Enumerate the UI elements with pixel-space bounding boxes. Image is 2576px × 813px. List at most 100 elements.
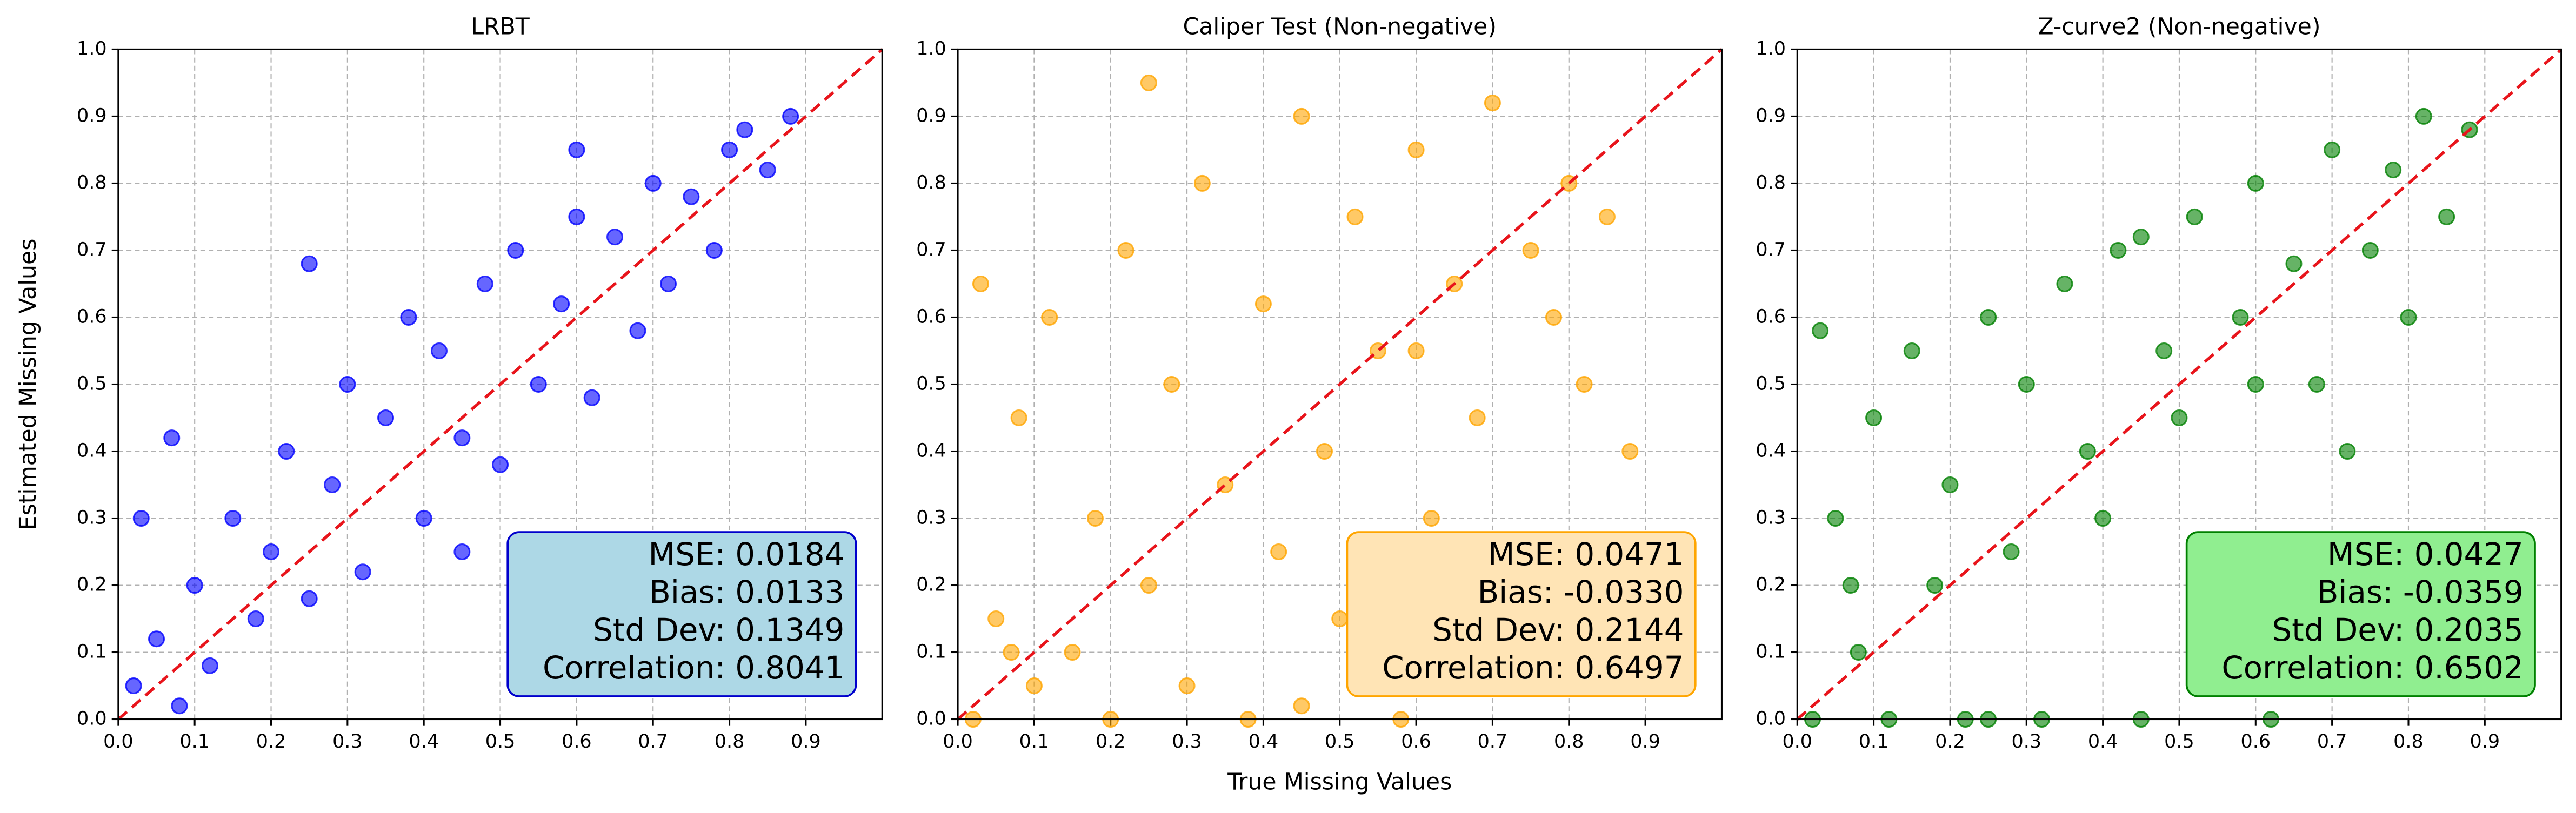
x-tick-label: 0.2: [1935, 731, 1965, 752]
point: [736, 121, 753, 138]
point: [301, 255, 318, 272]
point: [2110, 241, 2127, 259]
y-tick-label: 1.0: [1756, 38, 1786, 59]
reference-line: [117, 48, 884, 721]
point: [2247, 174, 2264, 192]
point: [1163, 375, 1180, 393]
point: [1117, 241, 1134, 259]
point: [759, 162, 776, 179]
x-tick-label: 0.0: [1782, 731, 1812, 752]
point: [1980, 308, 1997, 326]
y-tick-label: 0.7: [1756, 239, 1786, 260]
y-tick-label: 0.5: [1756, 373, 1786, 394]
point: [553, 295, 570, 313]
point: [1064, 644, 1081, 661]
stats-text: Std Dev: 0.2144: [1432, 612, 1684, 648]
point: [1576, 375, 1593, 393]
point: [132, 509, 150, 527]
x-tick-label: 0.9: [2470, 731, 2500, 752]
point: [476, 275, 493, 292]
point: [125, 677, 142, 695]
y-tick-label: 0.6: [916, 306, 946, 327]
point: [2285, 255, 2303, 272]
point: [400, 308, 417, 326]
y-tick-label: 0.3: [77, 507, 107, 528]
x-tick-label: 0.6: [1401, 731, 1431, 752]
y-tick-label: 1.0: [916, 38, 946, 59]
plot-frame: [1796, 48, 2562, 721]
point: [263, 543, 280, 561]
point: [1850, 644, 1867, 661]
point: [1423, 509, 1440, 527]
point: [2003, 543, 2020, 561]
point: [1903, 342, 1920, 359]
x-tick-label: 0.8: [2393, 731, 2424, 752]
point: [492, 456, 509, 473]
point: [2308, 375, 2325, 393]
point: [1331, 610, 1349, 628]
x-tick-label: 0.9: [1630, 731, 1660, 752]
point: [1865, 409, 1883, 426]
point: [453, 429, 471, 447]
x-tick-label: 0.5: [1325, 731, 1355, 752]
y-tick-label: 0.5: [916, 373, 946, 394]
x-tick-label: 0.3: [2011, 731, 2041, 752]
stats-box: [2185, 531, 2536, 697]
panel-title: Z-curve2 (Non-negative): [2038, 14, 2320, 40]
y-tick-label: 0.4: [916, 440, 946, 461]
point: [1812, 322, 1829, 339]
y-tick-label: 0.6: [77, 306, 107, 327]
point: [1827, 509, 1844, 527]
x-tick-label: 0.5: [2164, 731, 2194, 752]
point: [782, 107, 799, 125]
stats-text: MSE: 0.0471: [1488, 536, 1684, 573]
point: [1484, 95, 1501, 112]
stats-box: [1346, 531, 1697, 697]
point: [201, 657, 218, 674]
point: [2171, 409, 2188, 426]
point: [568, 208, 585, 225]
x-tick-label: 0.0: [943, 731, 973, 752]
point: [1598, 208, 1616, 225]
point: [1010, 409, 1027, 426]
x-tick-label: 0.7: [2317, 731, 2347, 752]
stats-text: Bias: -0.0330: [1478, 574, 1684, 610]
point: [1086, 509, 1104, 527]
x-tick-label: 0.3: [332, 731, 363, 752]
x-tick-label: 0.0: [103, 731, 134, 752]
y-tick-label: 0.3: [916, 507, 946, 528]
point: [2339, 442, 2356, 460]
point: [606, 229, 624, 246]
reference-line: [1796, 48, 2562, 721]
plot-frame: [117, 48, 883, 721]
point: [507, 241, 524, 259]
point: [339, 375, 356, 393]
y-tick-label: 0.4: [1756, 440, 1786, 461]
stats-text: Std Dev: 0.1349: [593, 612, 844, 648]
y-tick-label: 0.7: [77, 239, 107, 260]
x-tick-label: 0.7: [638, 731, 668, 752]
stats-text: Correlation: 0.6497: [1382, 649, 1684, 686]
point: [1621, 442, 1639, 460]
point: [972, 275, 989, 292]
point: [148, 630, 165, 648]
x-tick-label: 0.1: [1019, 731, 1050, 752]
y-tick-label: 0.1: [1756, 641, 1786, 663]
y-tick-label: 1.0: [77, 38, 107, 59]
y-tick-label: 0.1: [916, 641, 946, 663]
point: [1140, 74, 1157, 91]
point: [1316, 442, 1333, 460]
point: [1270, 543, 1287, 561]
point: [224, 509, 242, 527]
point: [644, 174, 662, 192]
y-tick-label: 0.0: [1756, 708, 1786, 730]
stats-text: Correlation: 0.8041: [543, 649, 844, 686]
x-tick-label: 0.4: [409, 731, 439, 752]
point: [1025, 677, 1043, 695]
y-tick-label: 0.8: [77, 172, 107, 193]
point: [1469, 409, 1486, 426]
y-tick-label: 0.9: [77, 105, 107, 126]
y-axis-label: Estimated Missing Values: [15, 239, 42, 530]
point: [1407, 342, 1425, 359]
x-tick-label: 0.6: [2241, 731, 2271, 752]
